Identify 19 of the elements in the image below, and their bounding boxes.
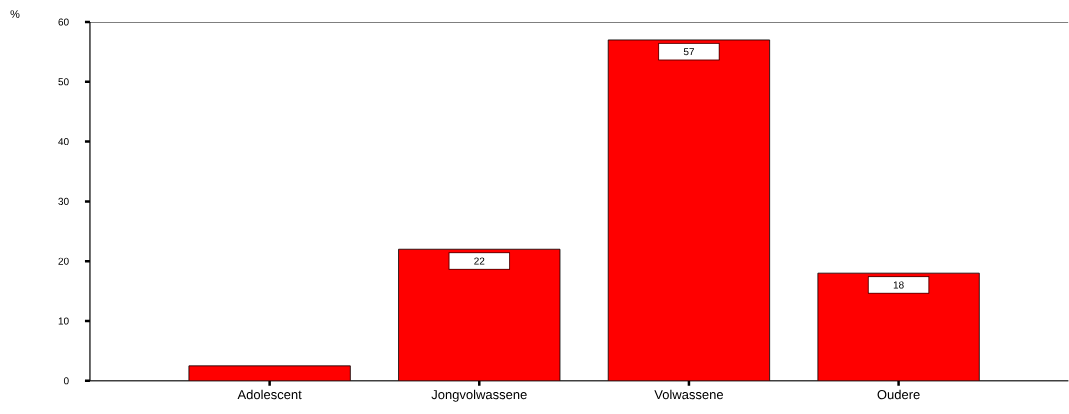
data-label: 22 xyxy=(474,257,485,265)
bar xyxy=(398,249,560,381)
y-tick-label: 40 xyxy=(58,138,69,146)
bar xyxy=(608,40,770,381)
y-tick-label: 60 xyxy=(58,18,69,26)
y-tick-label: 10 xyxy=(58,317,69,325)
bar xyxy=(817,272,980,381)
x-tick-label: Adolescent xyxy=(237,389,302,400)
y-axis-title: % xyxy=(10,10,20,18)
bar xyxy=(188,365,351,381)
data-label: 18 xyxy=(893,281,904,289)
y-tick-label: 20 xyxy=(58,257,69,265)
x-tick-label: Oudere xyxy=(877,389,920,400)
data-label: 57 xyxy=(683,48,694,56)
y-tick-label: 30 xyxy=(58,197,69,206)
x-tick-label: Jongvolwassene xyxy=(431,389,527,402)
y-tick-label: 50 xyxy=(58,78,69,86)
y-tick-label: 0 xyxy=(63,377,69,385)
x-tick-label: Volwassene xyxy=(654,389,724,400)
